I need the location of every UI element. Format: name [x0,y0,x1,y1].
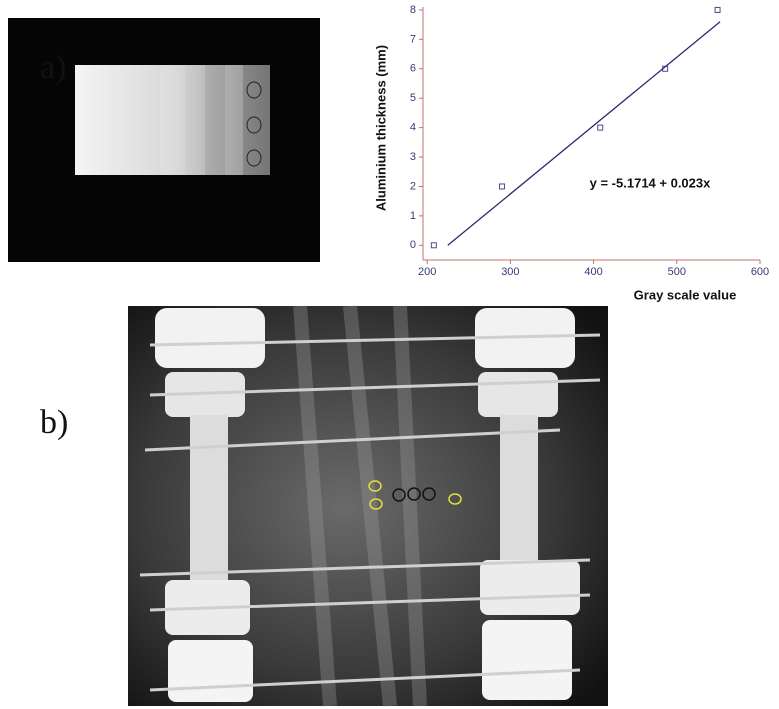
x-tick-label: 200 [418,266,436,278]
y-tick-label: 5 [410,92,416,104]
y-tick-label: 2 [410,180,416,192]
data-point [431,243,436,248]
y-axis-label: Aluminium thickness (mm) [373,45,388,211]
y-tick-label: 4 [410,122,416,134]
panel-label: b) [40,404,68,441]
y-tick-label: 6 [410,63,416,75]
panel-label: a) [40,49,66,86]
y-tick-label: 3 [410,151,416,163]
y-tick-label: 8 [410,4,416,16]
figure: a) b) Gray scale value Aluminium thickne… [0,0,779,709]
data-point [598,125,603,130]
x-tick-label: 600 [751,266,769,278]
y-tick-label: 1 [410,210,416,222]
xray-image [128,306,608,706]
x-axis-label: Gray scale value [634,287,737,302]
y-tick-label: 7 [410,33,416,45]
x-tick-label: 500 [668,266,686,278]
fit-line [448,22,720,246]
x-tick-label: 400 [584,266,602,278]
data-point [500,184,505,189]
data-point [715,7,720,12]
x-tick-label: 300 [501,266,519,278]
equation: y = -5.1714 + 0.023x [590,175,711,190]
y-tick-label: 0 [410,239,416,251]
